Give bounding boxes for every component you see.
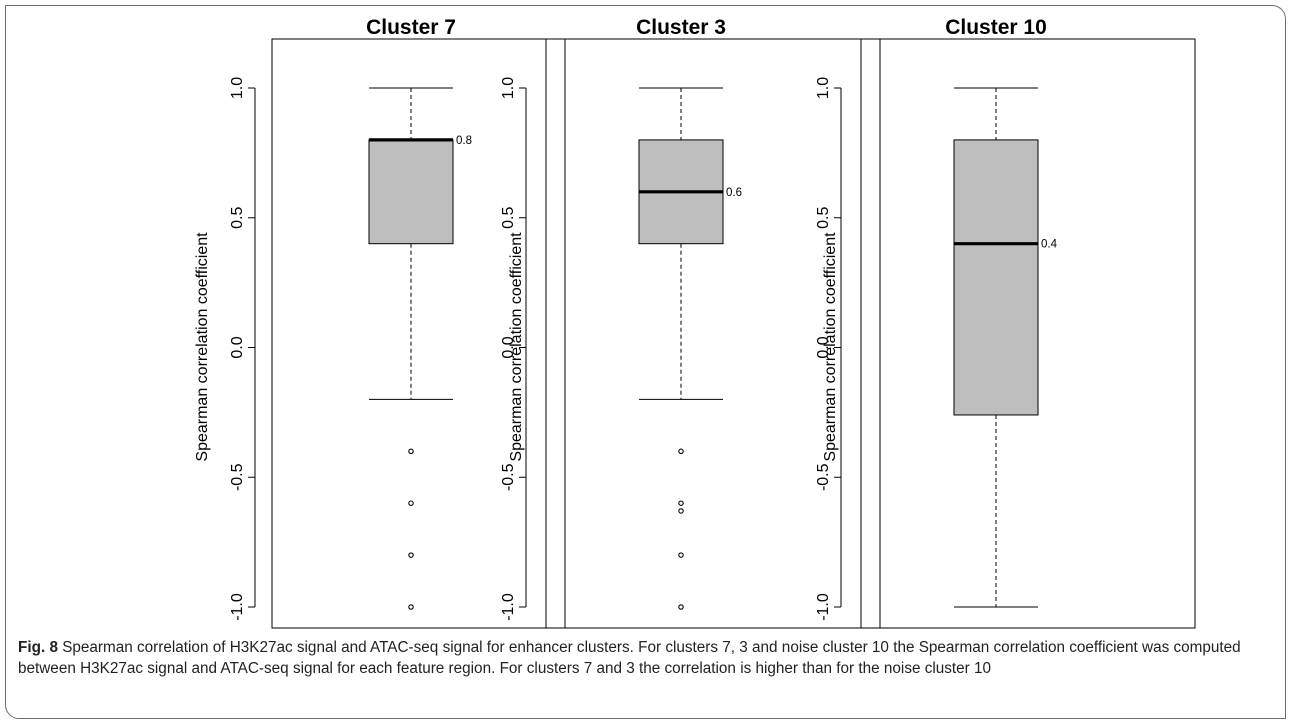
y-axis-label: Spearman correlation coefficient xyxy=(508,232,525,462)
outlier-point xyxy=(408,552,414,558)
plot-frame xyxy=(271,38,566,629)
box-iqr xyxy=(953,139,1039,416)
caption-text: Spearman correlation of H3K27ac signal a… xyxy=(18,639,1241,677)
y-tick-label: 1.0 xyxy=(815,77,832,99)
y-tick-label: 0.5 xyxy=(229,207,246,229)
y-tick-label: -1.0 xyxy=(229,593,246,621)
outlier-point xyxy=(408,604,414,610)
outlier-point xyxy=(678,604,684,610)
y-tick-label: 0.5 xyxy=(500,207,517,229)
outlier-point xyxy=(678,500,684,506)
y-axis-label: Spearman correlation coefficient xyxy=(194,232,211,462)
median-label: 0.8 xyxy=(456,135,472,147)
chart-title: Cluster 3 xyxy=(636,16,726,39)
outlier-point xyxy=(678,448,684,455)
median-label: 0.6 xyxy=(726,187,742,199)
chart-title: Cluster 7 xyxy=(366,16,456,39)
figure-label: Fig. 8 xyxy=(18,639,58,656)
box-iqr xyxy=(368,139,454,245)
figure-frame xyxy=(5,5,1286,719)
outlier-point xyxy=(678,508,684,514)
outlier-point xyxy=(408,448,414,455)
y-tick-label: -0.5 xyxy=(500,463,517,491)
panel-3: Cluster 10 -1.0 -0.5 0.0 0.5 1.0 Spearman corr… xyxy=(815,16,1196,629)
median-label: 0.4 xyxy=(1041,239,1058,251)
y-tick-label: -1.0 xyxy=(500,593,517,621)
outlier-point xyxy=(678,552,684,558)
panel-2: Cluster 3 -1.0 -0.5 0.0 0.5 1.0 Spearman corre… xyxy=(500,16,881,629)
y-tick-label: -1.0 xyxy=(815,593,832,621)
y-tick-label: -0.5 xyxy=(229,463,246,491)
plot-frame xyxy=(860,38,1196,629)
chart-title: Cluster 10 xyxy=(945,16,1047,39)
figure-caption: Fig. 8 Spearman correlation of H3K27ac s… xyxy=(18,638,1273,679)
outlier-point xyxy=(408,500,414,506)
y-tick-label: 0.0 xyxy=(229,336,246,358)
y-tick-label: -0.5 xyxy=(815,463,832,491)
y-tick-label: 0.0 xyxy=(500,336,517,358)
panel-1: Cluster 7 -1.0 -0.5 0.0 0.5 1.0 Spearman corre… xyxy=(194,16,566,629)
y-axis-label: Spearman correlation coefficient xyxy=(822,232,839,462)
box-plots: Cluster 7 -1.0 -0.5 0.0 0.5 1.0 Spearman corre… xyxy=(194,16,1196,629)
y-tick-label: 1.0 xyxy=(229,77,246,99)
y-tick-label: 0.5 xyxy=(815,207,832,229)
y-tick-label: 0.0 xyxy=(815,336,832,358)
plot-frame xyxy=(545,38,881,629)
y-tick-label: 1.0 xyxy=(500,77,517,99)
